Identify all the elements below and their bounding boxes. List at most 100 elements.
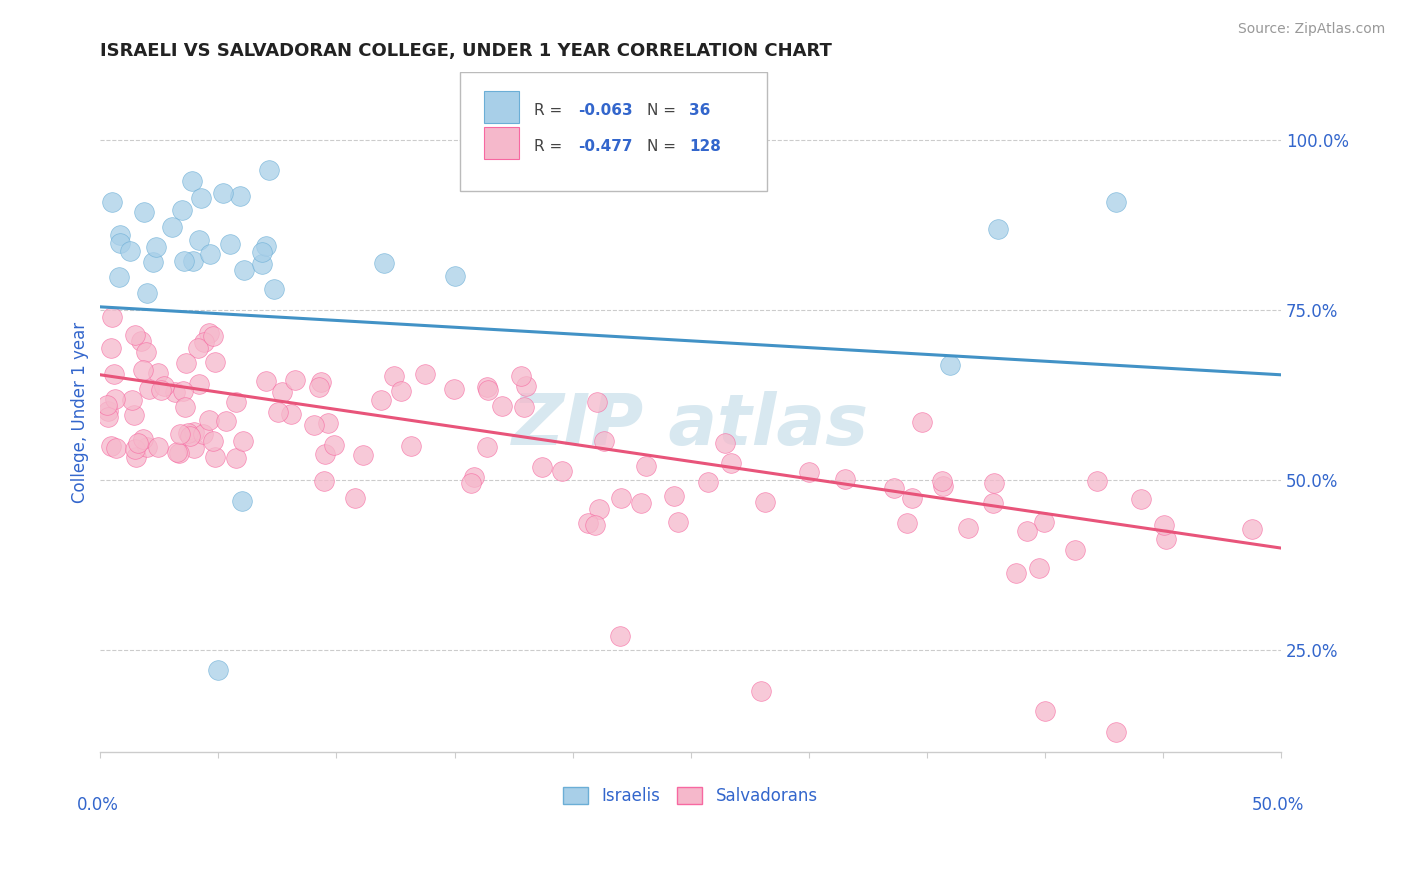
Point xyxy=(146,366,169,380)
Point xyxy=(121,392,143,407)
Point xyxy=(153,378,176,392)
Point xyxy=(720,457,742,471)
Point xyxy=(120,244,142,259)
Point xyxy=(491,400,513,414)
Point xyxy=(1028,561,1050,575)
Point xyxy=(124,328,146,343)
Point xyxy=(896,516,918,530)
Point xyxy=(142,254,165,268)
Point xyxy=(883,481,905,495)
Text: -0.063: -0.063 xyxy=(578,103,633,118)
Point xyxy=(304,417,326,432)
Point xyxy=(316,416,339,430)
Point xyxy=(225,395,247,409)
Point xyxy=(463,470,485,484)
Point xyxy=(270,385,292,400)
Point xyxy=(104,392,127,406)
Text: -0.477: -0.477 xyxy=(578,139,633,154)
Point xyxy=(697,475,720,490)
Y-axis label: College, Under 1 year: College, Under 1 year xyxy=(72,322,89,503)
Point xyxy=(127,435,149,450)
Point xyxy=(148,440,170,454)
Point xyxy=(413,368,436,382)
Point xyxy=(136,440,159,454)
Text: 36: 36 xyxy=(689,103,711,118)
Point xyxy=(399,439,422,453)
Point xyxy=(509,369,531,384)
Point xyxy=(263,282,285,296)
Point xyxy=(610,491,633,505)
Point xyxy=(956,521,979,535)
Bar xyxy=(484,91,519,123)
Point xyxy=(190,191,212,205)
Point xyxy=(183,441,205,455)
Point xyxy=(167,446,190,460)
Point xyxy=(901,491,924,505)
Point xyxy=(1015,524,1038,539)
Point xyxy=(204,354,226,368)
Point xyxy=(588,502,610,516)
Point xyxy=(576,516,599,530)
Point xyxy=(231,493,253,508)
Point xyxy=(666,515,689,529)
Point xyxy=(110,227,132,242)
Point xyxy=(352,449,374,463)
Point xyxy=(193,335,215,350)
Point xyxy=(1004,566,1026,580)
Point xyxy=(176,426,198,441)
Point xyxy=(129,334,152,348)
Point xyxy=(1156,533,1178,547)
Point xyxy=(754,494,776,508)
Point xyxy=(1085,475,1108,489)
Point xyxy=(135,345,157,359)
Point xyxy=(172,384,194,398)
Point xyxy=(97,409,120,424)
Point xyxy=(530,460,553,475)
Legend: Israelis, Salvadorans: Israelis, Salvadorans xyxy=(557,780,824,812)
Point xyxy=(609,629,631,643)
Point xyxy=(373,255,395,269)
Point xyxy=(198,246,221,260)
Point xyxy=(477,380,499,394)
Text: 0.0%: 0.0% xyxy=(77,796,118,814)
Text: 50.0%: 50.0% xyxy=(1253,796,1305,814)
Point xyxy=(188,234,211,248)
Point xyxy=(100,194,122,209)
Point xyxy=(107,269,129,284)
Point xyxy=(593,434,616,448)
Bar xyxy=(484,127,519,160)
Point xyxy=(125,450,148,464)
Point xyxy=(314,447,336,461)
Point xyxy=(207,664,229,678)
Text: ZIP atlas: ZIP atlas xyxy=(512,392,869,460)
Point xyxy=(713,435,735,450)
Point xyxy=(176,356,198,370)
Point xyxy=(981,496,1004,510)
Point xyxy=(382,369,405,384)
Point xyxy=(308,380,330,394)
Point xyxy=(1105,724,1128,739)
Point xyxy=(122,408,145,422)
Point xyxy=(181,253,204,268)
Point xyxy=(477,383,499,397)
Point xyxy=(170,203,193,218)
Point xyxy=(103,367,125,381)
Text: Source: ZipAtlas.com: Source: ZipAtlas.com xyxy=(1237,22,1385,37)
Point xyxy=(183,425,205,439)
Point xyxy=(179,428,201,442)
Point xyxy=(551,464,574,478)
FancyBboxPatch shape xyxy=(460,72,768,192)
Point xyxy=(149,383,172,397)
Point xyxy=(284,373,307,387)
Point xyxy=(202,329,225,343)
Point xyxy=(939,358,962,372)
Point xyxy=(932,479,955,493)
Point xyxy=(1064,543,1087,558)
Point xyxy=(513,400,536,414)
Point xyxy=(108,235,131,250)
Point xyxy=(280,408,302,422)
Point xyxy=(198,413,221,427)
Point xyxy=(229,189,252,203)
Text: N =: N = xyxy=(647,139,681,154)
Point xyxy=(250,245,273,260)
